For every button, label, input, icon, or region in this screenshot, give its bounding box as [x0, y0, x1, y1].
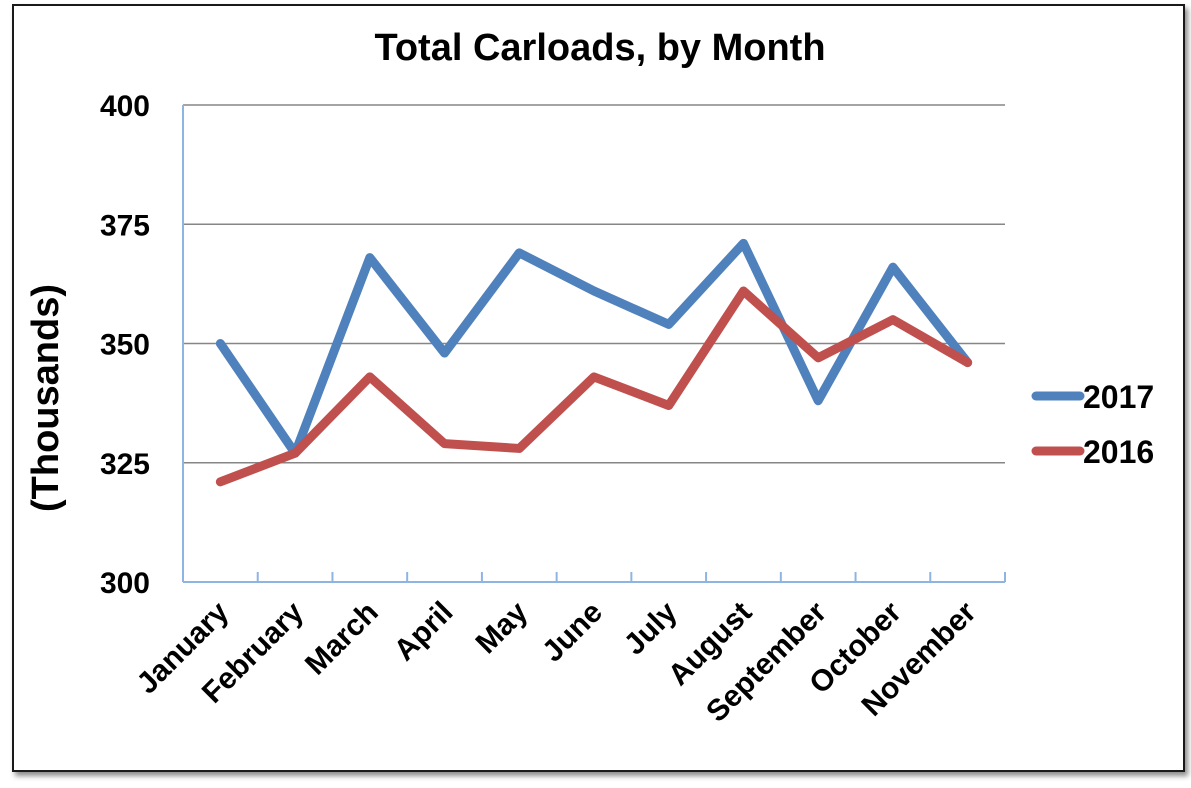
x-tick-label-march: March: [299, 596, 385, 682]
y-tick-label-325: 325: [100, 448, 150, 481]
legend: 2017 2016: [1031, 379, 1154, 470]
y-tick-label-300: 300: [100, 567, 150, 600]
y-tick-labels: 300 325 350 375 400: [100, 90, 150, 600]
chart-title: Total Carloads, by Month: [374, 27, 825, 69]
y-tick-label-350: 350: [100, 329, 150, 362]
chart-frame: [12, 4, 1185, 772]
gridlines: [183, 104, 1005, 464]
legend-label-2016: 2016: [1083, 434, 1154, 470]
y-tick-label-375: 375: [100, 209, 150, 242]
axes: [182, 105, 1006, 583]
y-axis-label: (Thousands): [25, 284, 67, 512]
legend-label-2017: 2017: [1083, 379, 1154, 415]
x-tick-label-may: May: [470, 595, 535, 660]
x-tick-label-april: April: [388, 596, 460, 668]
series-line-2017: [215, 238, 973, 458]
x-tick-label-july: July: [618, 595, 684, 661]
y-tick-label-400: 400: [100, 90, 150, 123]
series-lines: [215, 238, 973, 487]
x-tick-label-june: June: [536, 596, 609, 669]
series-line-2016: [215, 286, 973, 487]
